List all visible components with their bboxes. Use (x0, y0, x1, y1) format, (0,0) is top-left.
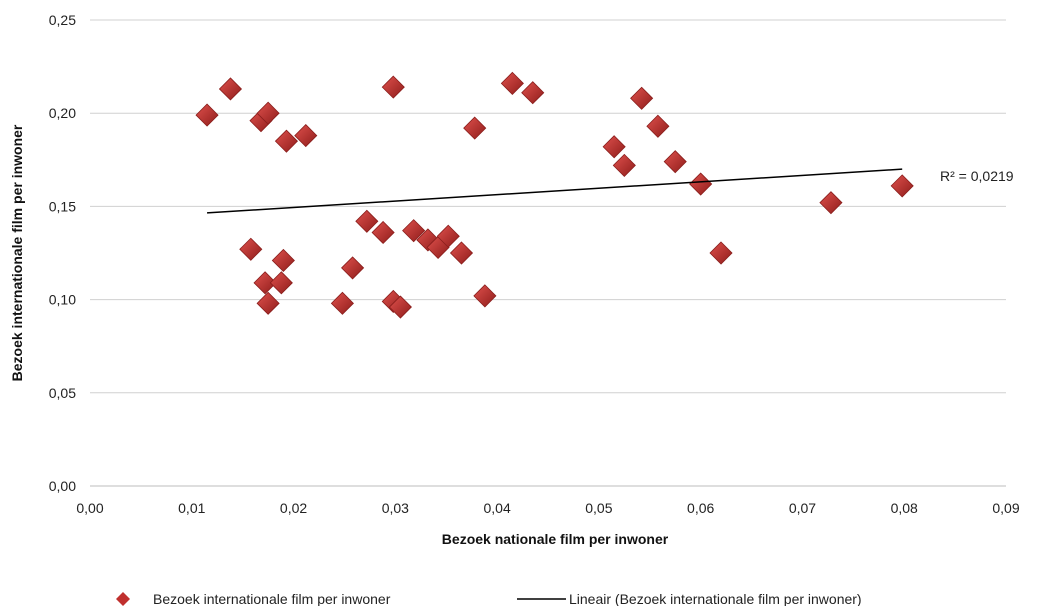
x-tick-label: 0,06 (687, 500, 714, 516)
trendline-group (206, 168, 903, 214)
data-point (709, 241, 733, 265)
x-tick-label: 0,05 (585, 500, 612, 516)
data-point (890, 174, 914, 198)
data-point (612, 153, 636, 177)
data-point (646, 114, 670, 138)
x-tick-label: 0,08 (891, 500, 918, 516)
x-tick-label: 0,00 (76, 500, 103, 516)
data-point (463, 116, 487, 140)
data-point (195, 103, 219, 127)
data-point (388, 295, 412, 319)
x-tick-label: 0,03 (382, 500, 409, 516)
x-tick-label: 0,07 (789, 500, 816, 516)
data-point (218, 77, 243, 101)
trendline (206, 168, 903, 214)
y-tick-label: 0,25 (49, 12, 76, 28)
data-points (195, 71, 914, 319)
y-tick-label: 0,15 (49, 198, 76, 214)
y-axis-ticks: 0,00 0,05 0,10 0,15 0,20 0,25 (49, 12, 76, 494)
x-tick-label: 0,02 (280, 500, 307, 516)
data-point (253, 271, 277, 295)
data-point (256, 101, 280, 125)
legend-label-trendline: Lineair (Bezoek internationale film per … (569, 591, 862, 606)
data-point (381, 75, 405, 99)
data-point (341, 256, 365, 280)
data-point (449, 241, 474, 265)
y-axis-title: Bezoek internationale film per inwoner (9, 124, 25, 381)
x-tick-label: 0,01 (178, 500, 205, 516)
x-tick-label: 0,09 (992, 500, 1019, 516)
y-tick-label: 0,20 (49, 105, 76, 121)
data-point (256, 291, 280, 315)
data-point (269, 271, 293, 295)
legend-marker-diamond (116, 592, 130, 606)
data-point (663, 150, 687, 174)
data-point (602, 135, 626, 159)
data-point (239, 237, 263, 261)
data-point (271, 248, 295, 273)
legend: Bezoek internationale film per inwoner L… (116, 591, 862, 606)
gridlines (90, 19, 1006, 487)
data-point (371, 220, 395, 245)
data-point (330, 291, 354, 315)
data-point (436, 224, 460, 248)
y-tick-label: 0,00 (49, 478, 76, 494)
data-point (630, 86, 654, 110)
data-point (473, 284, 497, 308)
data-point (294, 124, 318, 148)
r-squared-annotation: R² = 0,0219 (940, 168, 1014, 184)
data-point (355, 209, 379, 233)
data-point (521, 81, 545, 105)
legend-label-scatter: Bezoek internationale film per inwoner (153, 591, 391, 606)
data-point (819, 191, 843, 215)
x-axis-title: Bezoek nationale film per inwoner (442, 531, 669, 547)
y-tick-label: 0,10 (49, 292, 76, 308)
x-tick-label: 0,04 (483, 500, 510, 516)
data-point (402, 219, 426, 243)
data-point (689, 172, 713, 196)
data-point (274, 129, 298, 153)
y-tick-label: 0,05 (49, 385, 76, 401)
x-axis-ticks: 0,00 0,01 0,02 0,03 0,04 0,05 0,06 0,07 0,08 0,09 (76, 500, 1019, 516)
data-point (500, 71, 524, 95)
